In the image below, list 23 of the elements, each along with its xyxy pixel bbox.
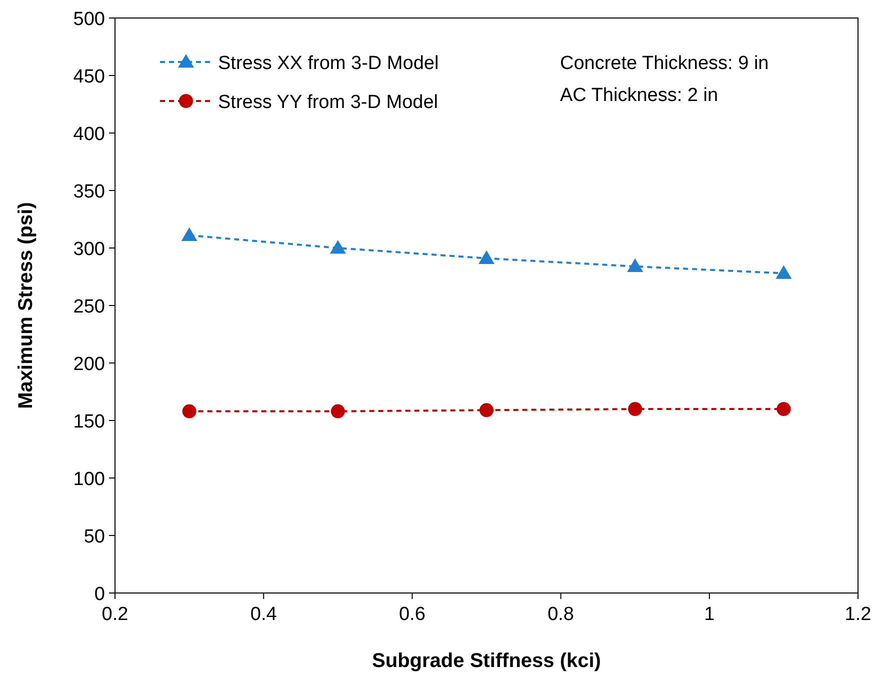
annotation: AC Thickness: 2 in (560, 85, 718, 106)
x-tick-label: 1 (704, 604, 715, 625)
legend-label: Stress YY from 3-D Model (218, 92, 438, 113)
y-axis-title: Maximum Stress (psi) (15, 202, 37, 409)
y-tick-label: 200 (73, 354, 105, 375)
y-tick-label: 350 (73, 182, 105, 202)
y-tick-label: 100 (73, 469, 105, 490)
y-tick-label: 150 (73, 412, 105, 432)
legend-label: Stress XX from 3-D Model (218, 53, 439, 74)
y-tick-label: 300 (73, 239, 105, 260)
annotation: Concrete Thickness: 9 in (560, 53, 769, 74)
x-tick-label: 0.6 (398, 604, 426, 625)
x-tick-label: 0.8 (548, 604, 574, 625)
y-tick-label: 500 (73, 9, 105, 30)
x-axis-title: Subgrade Stiffness (kci) (372, 650, 601, 672)
x-tick-label: 0.4 (250, 604, 278, 625)
x-tick-label: 1.2 (844, 604, 872, 625)
x-tick-label: 0.2 (102, 604, 128, 625)
y-tick-label: 0 (94, 584, 105, 605)
y-tick-label: 250 (73, 296, 105, 318)
y-tick-label: 400 (73, 124, 105, 145)
y-tick-label: 50 (84, 526, 105, 548)
y-tick-label: 450 (73, 66, 105, 88)
